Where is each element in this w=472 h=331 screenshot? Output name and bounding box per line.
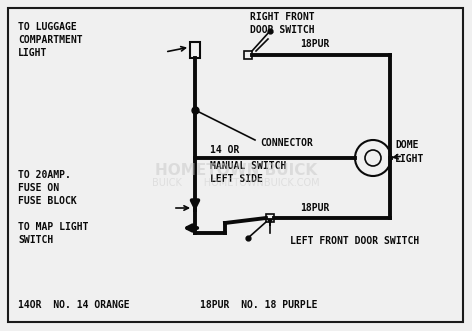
Text: 18PUR: 18PUR xyxy=(300,203,329,213)
Text: RIGHT FRONT
DOOR SWITCH: RIGHT FRONT DOOR SWITCH xyxy=(250,12,315,35)
Text: CONNECTOR: CONNECTOR xyxy=(260,138,313,148)
Text: 14OR  NO. 14 ORANGE: 14OR NO. 14 ORANGE xyxy=(18,300,130,310)
Text: LEFT FRONT DOOR SWITCH: LEFT FRONT DOOR SWITCH xyxy=(290,236,419,246)
Text: 18PUR  NO. 18 PURPLE: 18PUR NO. 18 PURPLE xyxy=(200,300,318,310)
Text: DOME
LIGHT: DOME LIGHT xyxy=(395,140,424,164)
Text: 14 OR: 14 OR xyxy=(210,145,239,155)
Text: 18PUR: 18PUR xyxy=(300,39,329,49)
Bar xyxy=(266,214,274,222)
Text: MANUAL SWITCH
LEFT SIDE: MANUAL SWITCH LEFT SIDE xyxy=(210,161,287,184)
Bar xyxy=(190,42,200,58)
Text: TO LUGGAGE
COMPARTMENT
LIGHT: TO LUGGAGE COMPARTMENT LIGHT xyxy=(18,22,83,58)
Text: TO 20AMP.
FUSE ON
FUSE BLOCK: TO 20AMP. FUSE ON FUSE BLOCK xyxy=(18,170,77,207)
Text: TO MAP LIGHT
SWITCH: TO MAP LIGHT SWITCH xyxy=(18,222,89,245)
Bar xyxy=(244,51,252,59)
Circle shape xyxy=(365,150,381,166)
Circle shape xyxy=(355,140,391,176)
Text: HOMETOWN BUICK: HOMETOWN BUICK xyxy=(155,163,317,177)
Text: BUICK       HOMETOWNBUICK.COM: BUICK HOMETOWNBUICK.COM xyxy=(152,178,320,188)
